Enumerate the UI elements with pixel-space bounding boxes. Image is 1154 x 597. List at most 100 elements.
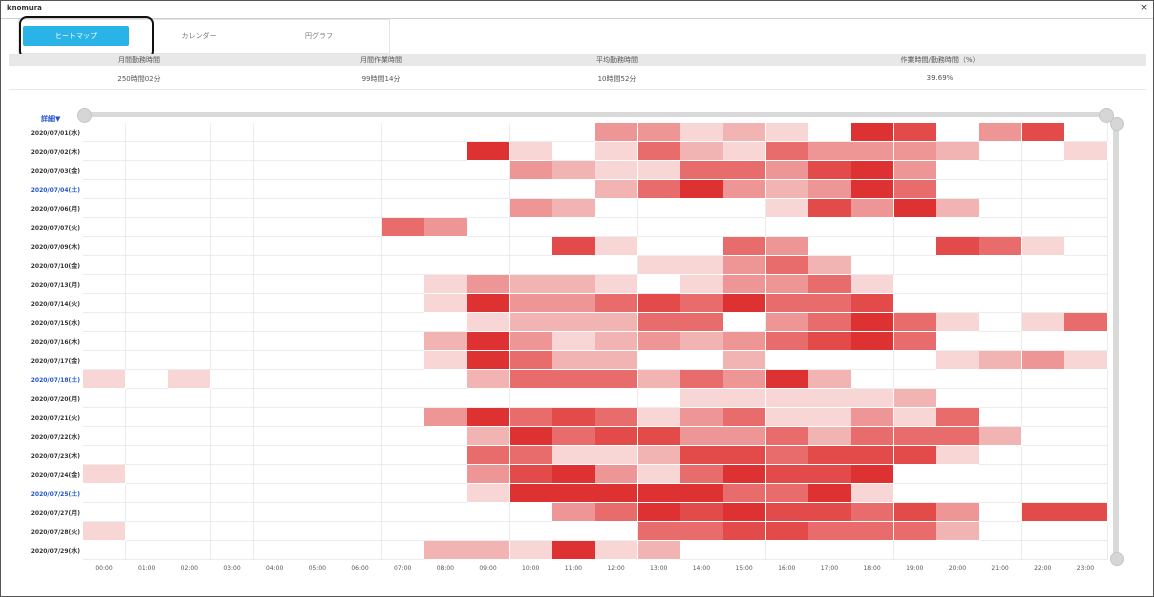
heatmap-cell[interactable] bbox=[381, 237, 425, 256]
heatmap-cell[interactable] bbox=[125, 484, 169, 503]
heatmap-cell[interactable] bbox=[851, 351, 895, 370]
heatmap-cell[interactable] bbox=[637, 351, 681, 370]
heatmap-cell[interactable] bbox=[680, 313, 724, 332]
heatmap-cell[interactable] bbox=[1021, 370, 1065, 389]
heatmap-cell[interactable] bbox=[296, 427, 340, 446]
heatmap-cell[interactable] bbox=[1021, 408, 1065, 427]
close-icon[interactable]: × bbox=[1140, 3, 1148, 13]
heatmap-cell[interactable] bbox=[552, 180, 596, 199]
heatmap-cell[interactable] bbox=[1021, 389, 1065, 408]
heatmap-cell[interactable] bbox=[936, 142, 980, 161]
heatmap-cell[interactable] bbox=[125, 389, 169, 408]
heatmap-cell[interactable] bbox=[936, 123, 980, 142]
heatmap-cell[interactable] bbox=[83, 123, 127, 142]
heatmap-cell[interactable] bbox=[381, 275, 425, 294]
heatmap-cell[interactable] bbox=[851, 484, 895, 503]
heatmap-cell[interactable] bbox=[467, 199, 511, 218]
heatmap-cell[interactable] bbox=[467, 218, 511, 237]
heatmap-cell[interactable] bbox=[680, 427, 724, 446]
heatmap-cell[interactable] bbox=[83, 370, 127, 389]
heatmap-cell[interactable] bbox=[424, 446, 468, 465]
heatmap-cell[interactable] bbox=[765, 427, 809, 446]
heatmap-cell[interactable] bbox=[765, 503, 809, 522]
heatmap-cell[interactable] bbox=[936, 503, 980, 522]
heatmap-cell[interactable] bbox=[125, 503, 169, 522]
heatmap-cell[interactable] bbox=[424, 237, 468, 256]
heatmap-cell[interactable] bbox=[381, 389, 425, 408]
heatmap-cell[interactable] bbox=[723, 199, 767, 218]
heatmap-cell[interactable] bbox=[211, 541, 255, 560]
heatmap-cell[interactable] bbox=[851, 275, 895, 294]
heatmap-cell[interactable] bbox=[211, 294, 255, 313]
heatmap-cell[interactable] bbox=[1021, 123, 1065, 142]
heatmap-cell[interactable] bbox=[1064, 370, 1108, 389]
heatmap-cell[interactable] bbox=[168, 123, 212, 142]
heatmap-cell[interactable] bbox=[296, 180, 340, 199]
heatmap-cell[interactable] bbox=[936, 256, 980, 275]
heatmap-cell[interactable] bbox=[339, 142, 383, 161]
heatmap-cell[interactable] bbox=[552, 370, 596, 389]
heatmap-cell[interactable] bbox=[851, 123, 895, 142]
heatmap-cell[interactable] bbox=[851, 218, 895, 237]
heatmap-cell[interactable] bbox=[339, 332, 383, 351]
heatmap-cell[interactable] bbox=[680, 351, 724, 370]
heatmap-cell[interactable] bbox=[851, 161, 895, 180]
heatmap-cell[interactable] bbox=[1064, 484, 1108, 503]
heatmap-cell[interactable] bbox=[467, 332, 511, 351]
heatmap-cell[interactable] bbox=[83, 522, 127, 541]
heatmap-cell[interactable] bbox=[637, 256, 681, 275]
heatmap-cell[interactable] bbox=[723, 161, 767, 180]
heatmap-cell[interactable] bbox=[83, 484, 127, 503]
heatmap-cell[interactable] bbox=[637, 123, 681, 142]
heatmap-cell[interactable] bbox=[339, 446, 383, 465]
heatmap-cell[interactable] bbox=[211, 256, 255, 275]
heatmap-cell[interactable] bbox=[552, 446, 596, 465]
heatmap-cell[interactable] bbox=[1021, 503, 1065, 522]
heatmap-cell[interactable] bbox=[936, 237, 980, 256]
heatmap-cell[interactable] bbox=[83, 427, 127, 446]
heatmap-cell[interactable] bbox=[936, 180, 980, 199]
heatmap-cell[interactable] bbox=[168, 522, 212, 541]
heatmap-cell[interactable] bbox=[765, 351, 809, 370]
heatmap-cell[interactable] bbox=[509, 313, 553, 332]
heatmap-cell[interactable] bbox=[765, 123, 809, 142]
heatmap-cell[interactable] bbox=[979, 446, 1023, 465]
heatmap-cell[interactable] bbox=[211, 389, 255, 408]
heatmap-cell[interactable] bbox=[893, 465, 937, 484]
heatmap-cell[interactable] bbox=[467, 351, 511, 370]
heatmap-cell[interactable] bbox=[125, 408, 169, 427]
heatmap-cell[interactable] bbox=[808, 503, 852, 522]
heatmap-cell[interactable] bbox=[552, 294, 596, 313]
heatmap-cell[interactable] bbox=[552, 199, 596, 218]
heatmap-cell[interactable] bbox=[467, 294, 511, 313]
heatmap-cell[interactable] bbox=[979, 427, 1023, 446]
heatmap-cell[interactable] bbox=[595, 351, 639, 370]
heatmap-cell[interactable] bbox=[936, 161, 980, 180]
heatmap-cell[interactable] bbox=[424, 256, 468, 275]
heatmap-cell[interactable] bbox=[253, 332, 297, 351]
heatmap-cell[interactable] bbox=[893, 484, 937, 503]
heatmap-cell[interactable] bbox=[552, 389, 596, 408]
vertical-scrollbar[interactable] bbox=[1113, 123, 1119, 559]
heatmap-cell[interactable] bbox=[851, 313, 895, 332]
heatmap-cell[interactable] bbox=[893, 541, 937, 560]
heatmap-cell[interactable] bbox=[808, 389, 852, 408]
heatmap-cell[interactable] bbox=[595, 503, 639, 522]
heatmap-cell[interactable] bbox=[552, 484, 596, 503]
heatmap-cell[interactable] bbox=[979, 370, 1023, 389]
heatmap-cell[interactable] bbox=[296, 332, 340, 351]
heatmap-cell[interactable] bbox=[979, 161, 1023, 180]
heatmap-cell[interactable] bbox=[381, 446, 425, 465]
heatmap-cell[interactable] bbox=[339, 465, 383, 484]
heatmap-cell[interactable] bbox=[168, 465, 212, 484]
heatmap-cell[interactable] bbox=[253, 465, 297, 484]
heatmap-cell[interactable] bbox=[680, 370, 724, 389]
heatmap-cell[interactable] bbox=[808, 123, 852, 142]
heatmap-cell[interactable] bbox=[509, 484, 553, 503]
heatmap-cell[interactable] bbox=[808, 294, 852, 313]
heatmap-cell[interactable] bbox=[851, 427, 895, 446]
heatmap-cell[interactable] bbox=[83, 142, 127, 161]
heatmap-cell[interactable] bbox=[1021, 427, 1065, 446]
heatmap-cell[interactable] bbox=[424, 142, 468, 161]
heatmap-cell[interactable] bbox=[680, 503, 724, 522]
